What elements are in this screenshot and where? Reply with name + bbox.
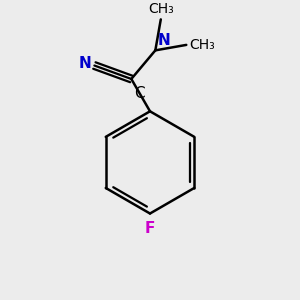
Text: F: F xyxy=(145,221,155,236)
Text: CH₃: CH₃ xyxy=(189,38,215,52)
Text: C: C xyxy=(134,86,145,101)
Text: CH₃: CH₃ xyxy=(148,2,174,16)
Text: N: N xyxy=(79,56,92,71)
Text: N: N xyxy=(157,33,170,48)
